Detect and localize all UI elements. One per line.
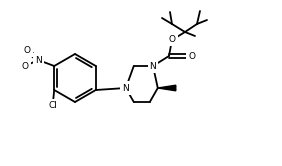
Text: O: O (24, 45, 31, 54)
Text: Cl: Cl (49, 101, 58, 111)
Text: O: O (168, 35, 175, 43)
Text: N: N (150, 61, 156, 71)
Text: O: O (22, 61, 29, 71)
Text: N: N (122, 83, 129, 92)
Text: O: O (188, 51, 195, 60)
Polygon shape (158, 85, 176, 91)
Text: N: N (35, 55, 41, 65)
